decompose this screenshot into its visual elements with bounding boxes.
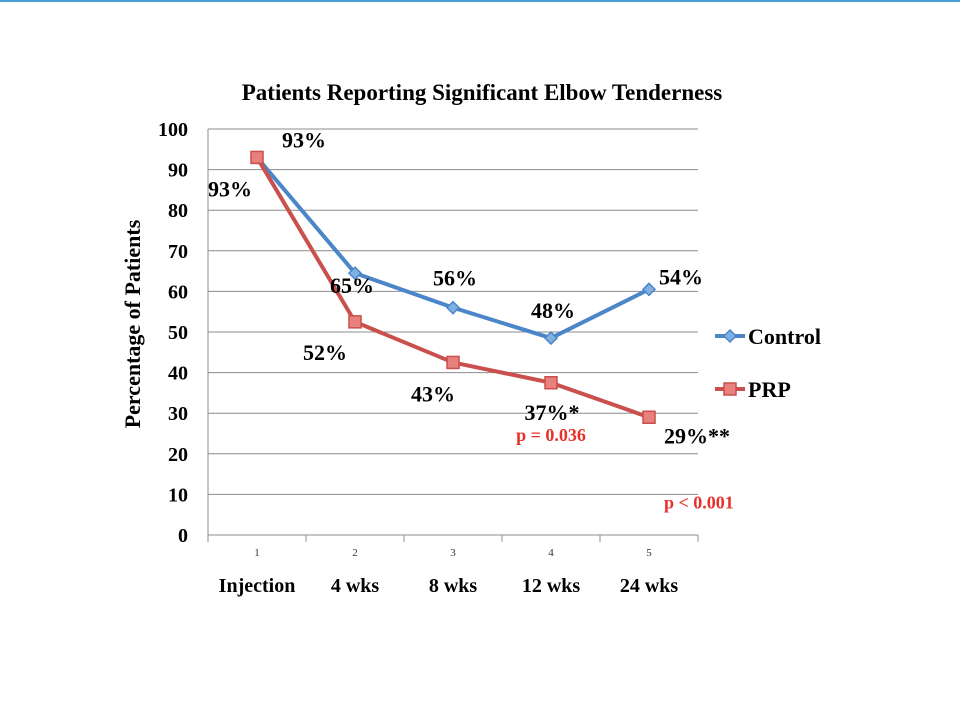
data-labels: 93% 65% 56% 48% 54% 93% 52% 43% 37%* 29%** p = 0.0… <box>208 127 734 512</box>
y-tick-label-100: 100 <box>158 119 188 141</box>
data-label-control: 48% <box>531 298 575 323</box>
marker-control <box>445 300 461 315</box>
marker-prp <box>348 315 362 329</box>
category-label: 12 wks <box>522 575 581 597</box>
p-value-annotation: p < 0.001 <box>664 492 734 512</box>
y-tick-label-40: 40 <box>168 363 188 385</box>
legend-marker-prp <box>723 382 737 396</box>
y-tick-label-30: 30 <box>168 403 188 425</box>
data-label-control: 54% <box>659 264 703 289</box>
legend-label-control: Control <box>748 324 821 349</box>
marker-prp <box>446 355 460 370</box>
marker-control <box>641 282 657 297</box>
legend: Control PRP <box>715 324 821 402</box>
y-tick-label-80: 80 <box>168 200 188 222</box>
y-axis-label: Percentage of Patients <box>120 219 145 428</box>
gridlines <box>208 128 698 495</box>
y-tick-label-0: 0 <box>178 525 188 547</box>
data-label-prp: 52% <box>303 340 347 365</box>
marker-prp <box>250 150 264 165</box>
marker-prp <box>642 410 656 425</box>
y-tick-label-60: 60 <box>168 281 188 303</box>
data-label-control: 56% <box>433 266 477 291</box>
data-label-prp: 43% <box>411 381 455 406</box>
data-label-prp: 37%* <box>525 400 580 425</box>
x-tick-label-1: 1 <box>254 547 260 559</box>
x-tick-label-2: 2 <box>352 547 358 559</box>
x-tick-label-5: 5 <box>646 547 652 559</box>
p-value-annotation: p = 0.036 <box>516 425 586 445</box>
category-label: Injection <box>219 575 296 597</box>
y-tick-label-10: 10 <box>168 484 188 506</box>
x-tick-label-4: 4 <box>548 547 554 559</box>
legend-label-prp: PRP <box>748 377 791 402</box>
category-label: 8 wks <box>429 575 478 597</box>
y-tick-label-20: 20 <box>168 444 188 466</box>
data-label-control: 65% <box>330 273 374 298</box>
marker-control <box>543 331 559 346</box>
chart-title: Patients Reporting Significant Elbow Ten… <box>242 80 723 105</box>
y-tick-label-50: 50 <box>168 322 188 344</box>
y-tick-label-90: 90 <box>168 160 188 182</box>
data-label-control: 93% <box>282 127 326 152</box>
marker-prp <box>544 376 558 390</box>
legend-marker-control <box>722 328 738 344</box>
top-rule <box>0 0 960 2</box>
y-tick-label-70: 70 <box>168 241 188 263</box>
data-label-prp: 29%** <box>664 423 730 448</box>
marker-control <box>347 266 363 281</box>
series <box>249 150 657 425</box>
x-tick-label-3: 3 <box>450 547 456 559</box>
data-label-prp: 93% <box>208 176 252 201</box>
category-label: 24 wks <box>620 575 679 597</box>
category-label: 4 wks <box>331 575 380 597</box>
